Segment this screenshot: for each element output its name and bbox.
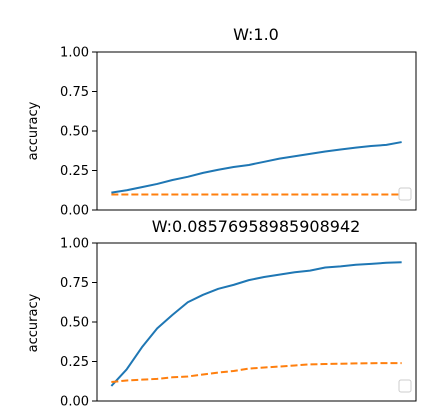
subplot-2-legend [398, 379, 412, 393]
series-line-1 [110, 261, 402, 387]
subplot-2-ylabel: accuracy [26, 293, 41, 352]
series-line-1 [111, 141, 402, 194]
subplot-1-series [111, 141, 402, 196]
subplot-1: W:1.0 accuracy 0.00 0.25 0.50 0.75 1.00 [26, 25, 417, 219]
subplot-2-series [110, 261, 402, 387]
subplot-1-frame [96, 51, 417, 211]
ytick-label: 1.00 [60, 46, 89, 61]
subplot-1-title: W:1.0 [233, 25, 279, 44]
subplot-1-yticks: 0.00 0.25 0.50 0.75 1.00 [60, 46, 97, 219]
subplot-2-yticks: 0.00 0.25 0.50 0.75 1.00 [60, 237, 97, 409]
ytick-label: 0.50 [60, 316, 89, 331]
ytick-label: 0.00 [60, 395, 89, 409]
ytick-label: 0.75 [60, 85, 89, 100]
subplot-2: W:0.08576958985908942 accuracy 0.000.250… [26, 217, 417, 409]
subplot-2-title: W:0.08576958985908942 [152, 217, 361, 236]
ytick-label: 1.00 [60, 237, 89, 252]
ytick-label: 0.25 [60, 355, 89, 370]
subplot-2-frame [96, 242, 417, 402]
ytick-label: 0.50 [60, 125, 89, 140]
subplot-1-ylabel: accuracy [26, 101, 41, 160]
series-line-2 [111, 362, 402, 384]
ytick-label: 0.25 [60, 164, 89, 179]
ytick-label: 0.00 [60, 204, 89, 219]
subplot-1-legend [398, 187, 412, 201]
ytick-label: 0.75 [60, 276, 89, 291]
